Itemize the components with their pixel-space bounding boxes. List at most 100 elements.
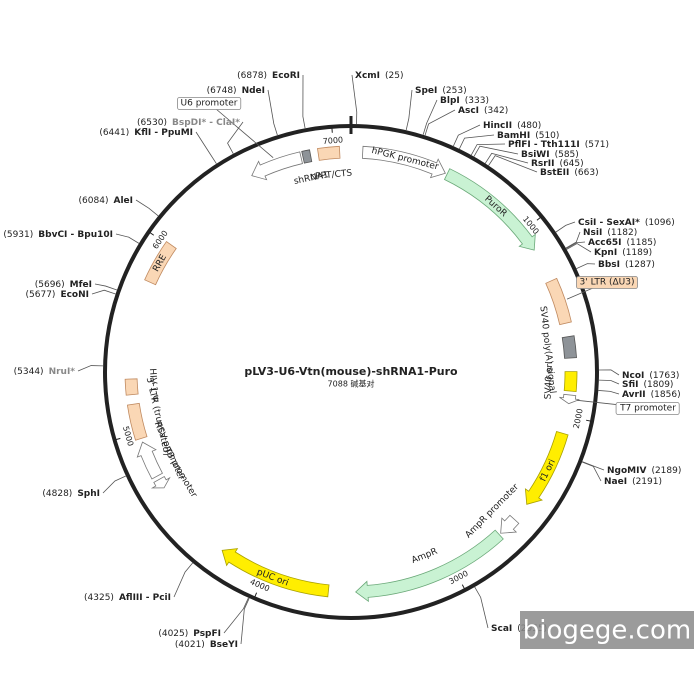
site-name: NaeI: [604, 477, 627, 487]
site-position: (253): [442, 86, 466, 96]
site-name: SpeI: [415, 86, 437, 96]
site-position: (1189): [622, 248, 652, 258]
site-position: (6084): [79, 196, 109, 206]
map-size: 7088 碱基对: [328, 379, 375, 389]
site-label: CsiI - SexAI* (1096): [578, 218, 675, 228]
site-label: SpeI (253): [415, 86, 467, 96]
feature: [251, 151, 303, 181]
site-leader: [77, 365, 104, 372]
site-position: (6530): [137, 118, 167, 128]
tick-label: 2000: [572, 408, 585, 430]
feature: [124, 378, 139, 396]
site-leader: [484, 152, 529, 164]
feature: [144, 241, 177, 286]
site-leader: [565, 231, 581, 249]
feature: [524, 431, 569, 505]
site-label: NsiI (1182): [583, 228, 637, 238]
site-position: (1809): [644, 380, 674, 390]
site-label: BsiWI (585): [521, 150, 579, 160]
tick-mark: [586, 419, 593, 422]
site-leader: [474, 586, 489, 629]
site-position: (645): [559, 159, 583, 169]
watermark: biogege.com: [523, 616, 691, 646]
site-name: SfiI: [622, 380, 639, 390]
site-name: SphI: [77, 489, 100, 499]
site-label: PflFI - Tth111I (571): [508, 140, 609, 150]
tick-mark: [253, 592, 258, 599]
site-leader: [94, 283, 118, 291]
site-leader: [582, 461, 605, 471]
site-position: (5696): [35, 280, 65, 290]
site-leader: [405, 89, 413, 131]
site-label: (5677) EcoNI: [26, 290, 89, 300]
site-name: ScaI: [491, 624, 512, 634]
site-label: AscI (342): [458, 106, 508, 116]
site-position: (1287): [625, 260, 655, 270]
feature: [563, 371, 578, 393]
site-name: RsrII: [531, 159, 554, 169]
site-position: (5344): [14, 367, 44, 377]
site-name: BstEII: [540, 168, 569, 178]
site-position: (585): [555, 150, 579, 160]
feature: [545, 277, 572, 326]
site-label: AvrII (1856): [622, 390, 681, 400]
site-name: EcoNI: [60, 290, 89, 300]
site-position: (571): [585, 140, 609, 150]
site-label: XcmI (25): [355, 71, 404, 81]
feature-label: 3' LTR (ΔU3): [580, 278, 635, 288]
site-leader: [566, 243, 592, 253]
site-position: (5931): [3, 230, 33, 240]
site-name: XcmI: [355, 71, 380, 81]
tick-mark: [536, 216, 542, 221]
site-name: PflFI - Tth111I: [508, 140, 580, 150]
site-position: (2189): [651, 466, 681, 476]
site-leader: [576, 263, 596, 269]
site-label: SfiI (1809): [622, 380, 673, 390]
feature: [221, 548, 330, 598]
site-name: BseYI: [210, 640, 238, 650]
site-label: RsrII (645): [531, 159, 584, 169]
site-name: NsiI: [583, 228, 602, 238]
tick-label: 7000: [322, 135, 343, 146]
feature-label-box: [177, 97, 242, 110]
feature-label: SV40 ori: [544, 361, 556, 399]
site-name: BbsI: [598, 260, 620, 270]
feature: [317, 145, 341, 161]
site-leader: [351, 74, 358, 125]
site-label: BbsI (1287): [598, 260, 655, 270]
feature: [443, 168, 536, 251]
feature-label: U6 promoter: [181, 99, 238, 109]
site-leader: [173, 562, 194, 598]
site-position: (663): [574, 168, 598, 178]
site-name: Acc65I: [588, 238, 622, 248]
feature: [559, 393, 580, 405]
site-position: (4021): [175, 640, 205, 650]
site-position: (25): [385, 71, 403, 81]
site-name: HincII: [483, 121, 512, 131]
feature: [561, 335, 577, 359]
site-label: (5344) NruI*: [14, 367, 76, 377]
site-leader: [470, 143, 506, 156]
site-label: (4325) AflIII - PciI: [84, 593, 171, 603]
site-leader: [565, 241, 586, 250]
site-label: (6748) NdeI: [207, 86, 265, 96]
site-name: KpnI: [594, 248, 617, 258]
tick-mark: [114, 437, 121, 441]
tick-mark: [461, 584, 466, 591]
feature: [361, 145, 446, 179]
site-name: NcoI: [622, 371, 644, 381]
feature-label: cPPT/CTS: [310, 168, 353, 182]
site-name: AleI: [113, 196, 133, 206]
site-name: BsiWI: [521, 150, 550, 160]
site-leader: [555, 221, 576, 233]
site-leader: [227, 121, 244, 154]
site-name: BspDI* - ClaI*: [172, 118, 240, 128]
site-position: (6878): [237, 71, 267, 81]
watermark-box: [520, 611, 694, 649]
site-position: (4325): [84, 593, 114, 603]
site-position: (1856): [651, 390, 681, 400]
site-leader: [91, 289, 116, 295]
site-name: AvrII: [622, 390, 646, 400]
site-label: (4025) PspFI: [158, 629, 221, 639]
